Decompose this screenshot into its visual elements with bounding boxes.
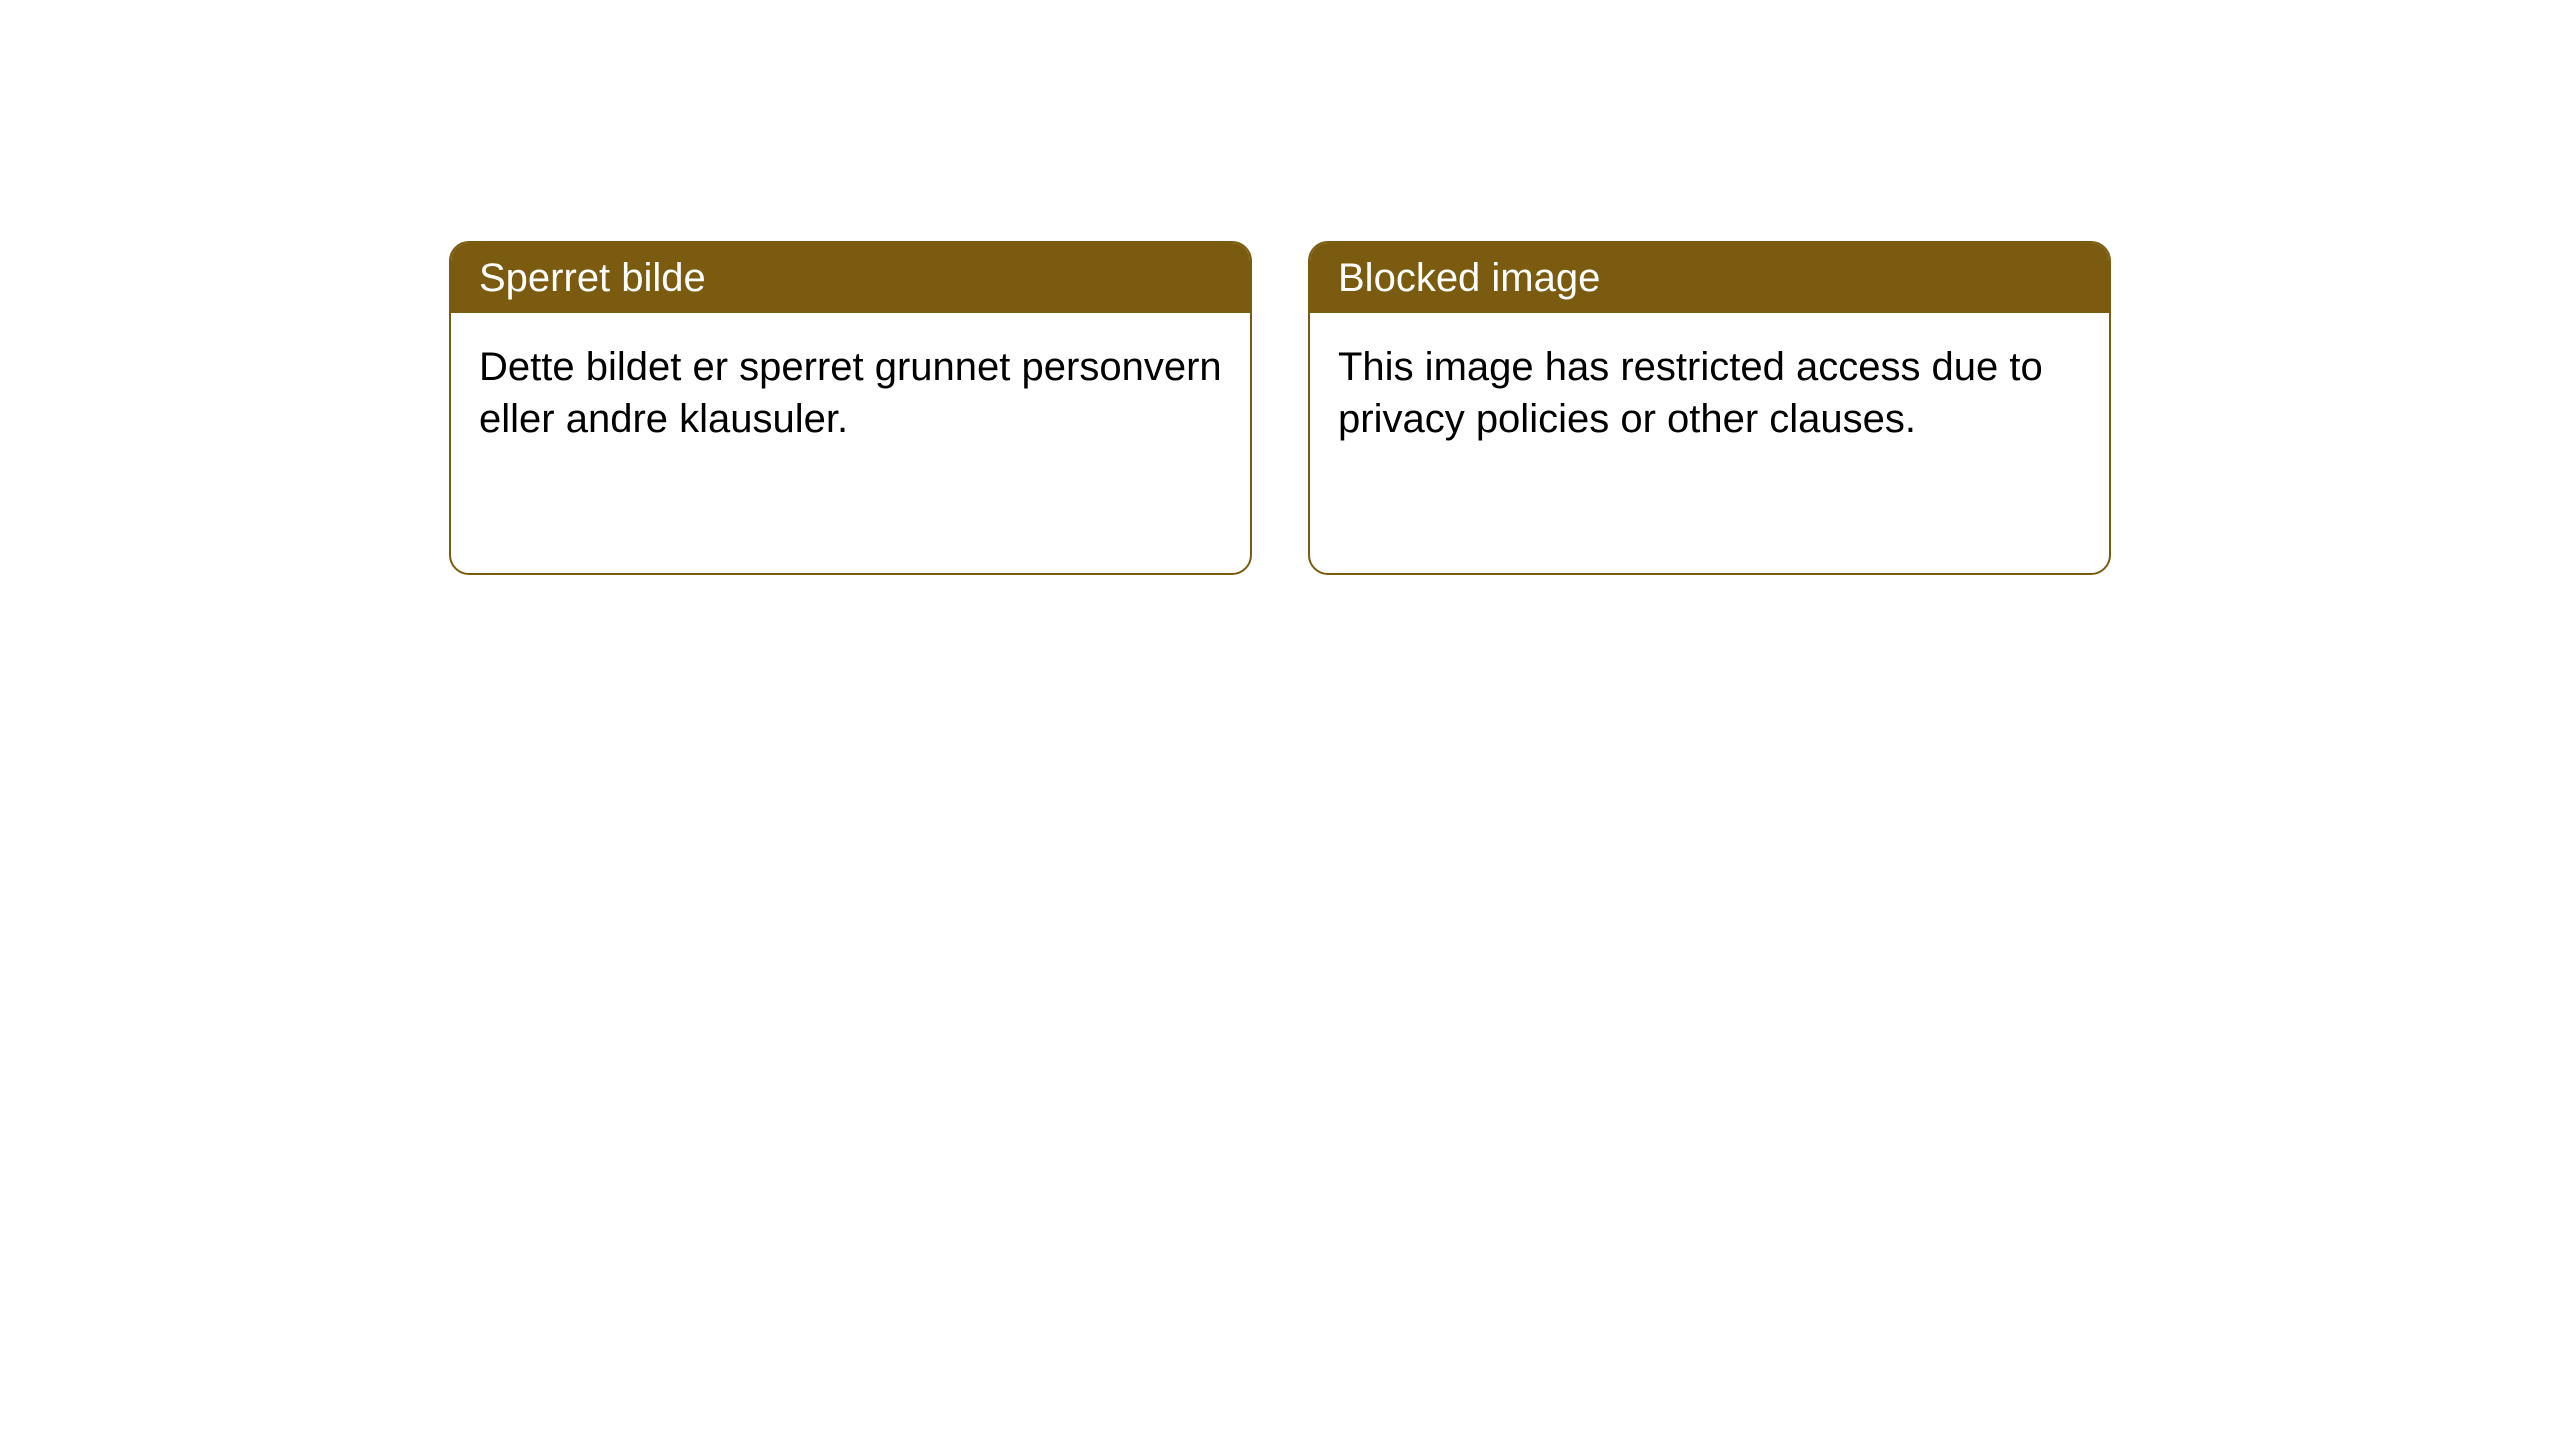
- notice-text: Dette bildet er sperret grunnet personve…: [479, 345, 1222, 441]
- notice-card-english: Blocked image This image has restricted …: [1308, 241, 2111, 575]
- notice-title: Sperret bilde: [479, 256, 706, 300]
- notice-header-english: Blocked image: [1310, 243, 2109, 313]
- notice-card-norwegian: Sperret bilde Dette bildet er sperret gr…: [449, 241, 1252, 575]
- notice-body-english: This image has restricted access due to …: [1310, 313, 2109, 473]
- notice-container: Sperret bilde Dette bildet er sperret gr…: [0, 0, 2560, 575]
- notice-text: This image has restricted access due to …: [1338, 345, 2043, 441]
- notice-header-norwegian: Sperret bilde: [451, 243, 1250, 313]
- notice-body-norwegian: Dette bildet er sperret grunnet personve…: [451, 313, 1250, 473]
- notice-title: Blocked image: [1338, 256, 1600, 300]
